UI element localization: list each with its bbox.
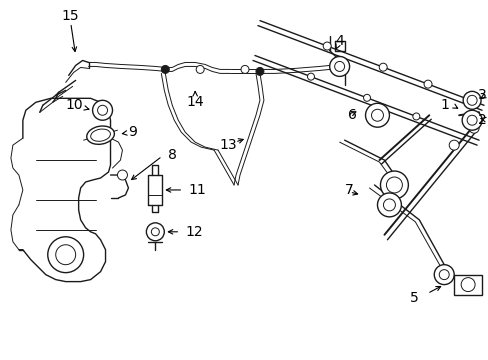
Ellipse shape (90, 129, 110, 141)
Circle shape (196, 66, 203, 73)
Text: 1: 1 (439, 98, 448, 112)
Circle shape (48, 237, 83, 273)
Circle shape (365, 103, 388, 127)
Circle shape (438, 270, 448, 280)
Circle shape (151, 228, 159, 236)
Circle shape (380, 171, 407, 199)
Text: 14: 14 (186, 95, 203, 109)
Circle shape (448, 140, 458, 150)
Text: 12: 12 (185, 225, 203, 239)
Circle shape (92, 100, 112, 120)
Circle shape (379, 63, 386, 71)
Circle shape (146, 223, 164, 241)
Circle shape (461, 110, 481, 130)
Circle shape (161, 66, 169, 73)
Circle shape (255, 67, 264, 75)
Text: 3: 3 (477, 88, 486, 102)
Circle shape (323, 42, 330, 50)
Circle shape (412, 113, 419, 120)
Circle shape (377, 193, 401, 217)
Circle shape (241, 66, 248, 73)
Circle shape (363, 94, 370, 101)
Circle shape (460, 278, 474, 292)
Text: 4: 4 (335, 33, 343, 48)
Text: 7: 7 (344, 183, 353, 197)
Circle shape (56, 245, 76, 265)
Text: 9: 9 (128, 125, 137, 139)
Circle shape (386, 177, 402, 193)
Text: 5: 5 (409, 291, 418, 305)
Circle shape (423, 80, 431, 88)
Text: 2: 2 (477, 113, 486, 127)
Circle shape (383, 199, 395, 211)
Circle shape (371, 109, 383, 121)
Ellipse shape (86, 126, 114, 144)
Circle shape (117, 170, 127, 180)
Circle shape (98, 105, 107, 115)
Circle shape (466, 95, 476, 105)
Circle shape (468, 123, 478, 133)
Circle shape (307, 73, 314, 80)
Text: 10: 10 (65, 98, 82, 112)
Text: 11: 11 (188, 183, 205, 197)
Circle shape (329, 57, 349, 76)
Text: 15: 15 (62, 9, 80, 23)
Circle shape (334, 62, 344, 71)
Text: 13: 13 (219, 138, 236, 152)
Circle shape (466, 115, 476, 125)
Circle shape (462, 91, 480, 109)
Circle shape (433, 265, 453, 285)
Text: 6: 6 (347, 108, 356, 122)
Text: 8: 8 (168, 148, 177, 162)
Bar (453, 275, 481, 294)
